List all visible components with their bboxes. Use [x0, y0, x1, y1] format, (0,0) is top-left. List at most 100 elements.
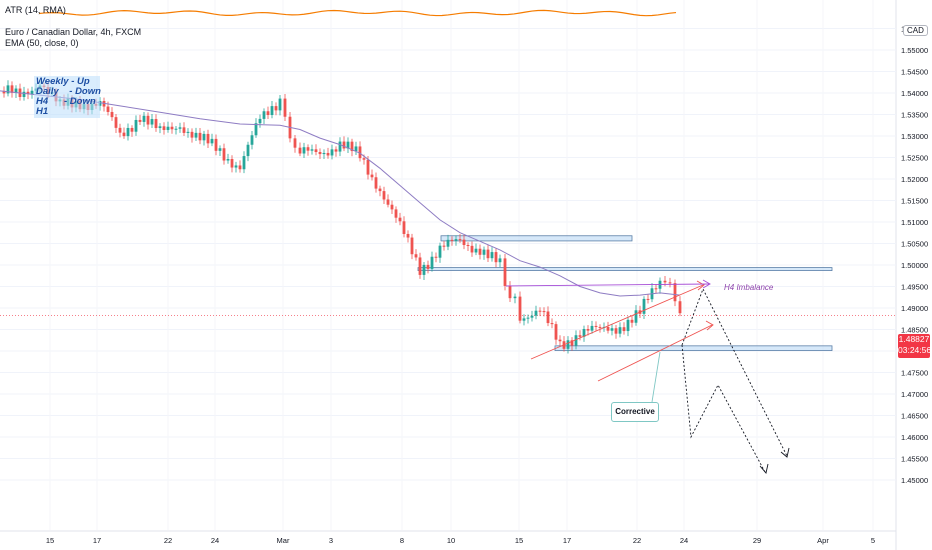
candle-body: [566, 340, 570, 349]
candle-body: [354, 146, 358, 152]
candle-body: [578, 335, 582, 337]
candle-body: [138, 119, 142, 122]
x-tick-label: 22: [633, 536, 641, 545]
x-tick-label: 17: [563, 536, 571, 545]
candle-body: [594, 325, 598, 327]
y-tick-label: 1.49500: [901, 283, 928, 292]
candle-body: [198, 132, 202, 141]
candle-body: [114, 117, 118, 128]
candle-body: [106, 106, 110, 112]
candle-body: [642, 298, 646, 314]
candle-body: [118, 127, 122, 133]
candle-body: [663, 280, 667, 283]
imbalance-arrow-line: [505, 283, 710, 287]
candle-body: [550, 323, 554, 325]
symbol-label[interactable]: Euro / Canadian Dollar, 4h, FXCM: [5, 27, 142, 37]
candle-body: [250, 135, 254, 145]
candle-body: [414, 254, 418, 258]
candle-body: [570, 340, 574, 346]
candle-body: [494, 252, 498, 263]
candle-body: [126, 127, 130, 137]
candle-body: [310, 149, 314, 151]
y-tick-label: 1.51500: [901, 197, 928, 206]
candle-body: [242, 156, 246, 170]
atr-indicator-label[interactable]: ATR (14, RMA): [5, 5, 66, 15]
currency-badge[interactable]: CAD: [903, 25, 928, 36]
y-tick-label: 1.54500: [901, 68, 928, 77]
candle-body: [238, 165, 242, 170]
candle-body: [438, 245, 442, 258]
candle-body: [154, 119, 158, 129]
candle-body: [110, 111, 114, 118]
corrective-label: Corrective: [611, 402, 659, 422]
channel-lower-line: [597, 324, 713, 382]
y-tick-label: 1.50500: [901, 240, 928, 249]
candle-body: [326, 152, 330, 156]
candle-body: [218, 148, 222, 151]
candle-body: [162, 126, 166, 130]
bias-box: [34, 76, 100, 118]
candle-body: [634, 310, 638, 323]
bias-h1: H1: [36, 106, 49, 117]
candle-body: [246, 144, 250, 157]
ema-indicator-label[interactable]: EMA (50, close, 0): [5, 38, 79, 48]
candle-body: [258, 118, 262, 124]
channel-lower-arrowhead: [705, 320, 714, 331]
candle-body: [518, 296, 522, 321]
atr-line: [39, 9, 677, 17]
candle-body: [226, 159, 230, 161]
candle-body: [654, 288, 658, 290]
candle-body: [398, 217, 402, 222]
x-tick-label: Mar: [277, 536, 290, 545]
x-tick-label: 29: [753, 536, 761, 545]
candle-body: [262, 111, 266, 119]
y-tick-label: 1.52500: [901, 154, 928, 163]
candle-body: [378, 188, 382, 192]
candle-body: [254, 123, 258, 136]
candle-body: [266, 111, 270, 116]
y-tick-label: 1.52000: [901, 175, 928, 184]
candle-body: [178, 127, 182, 129]
candle-body: [462, 239, 466, 246]
candle-body: [450, 239, 454, 241]
projection-arrowhead-b: [780, 447, 790, 458]
supply-demand-zone: [440, 235, 633, 242]
candle-body: [422, 264, 426, 275]
candle-body: [482, 249, 486, 255]
candle-body: [486, 249, 490, 259]
candle-body: [338, 141, 342, 152]
candle-body: [22, 91, 26, 97]
candle-body: [26, 91, 30, 95]
y-tick-label: 1.54000: [901, 89, 928, 98]
candle-body: [574, 335, 578, 346]
bar-countdown: 03:24:56: [898, 345, 932, 355]
candle-body: [322, 152, 326, 155]
candle-body: [526, 317, 530, 319]
y-tick-label: 1.55000: [901, 46, 928, 55]
candle-body: [630, 319, 634, 323]
candle-body: [186, 131, 190, 133]
candle-body: [618, 327, 622, 334]
x-tick-label: 8: [400, 536, 404, 545]
y-tick-label: 1.45500: [901, 455, 928, 464]
candle-body: [302, 147, 306, 154]
candle-body: [503, 258, 507, 286]
x-tick-label: 10: [447, 536, 455, 545]
y-tick-label: 1.51000: [901, 218, 928, 227]
y-tick-label: 1.45000: [901, 476, 928, 485]
candle-body: [458, 239, 462, 241]
candle-body: [626, 319, 630, 332]
candle-body: [190, 131, 194, 138]
candle-body: [234, 165, 238, 168]
candle-body: [446, 239, 450, 247]
candle-body: [283, 98, 287, 117]
candle-body: [30, 90, 34, 95]
candle-body: [673, 283, 677, 302]
corrective-pointer: [651, 351, 661, 403]
bias-h4: H4 - Down: [36, 96, 96, 107]
candle-body: [418, 257, 422, 275]
candle-body: [430, 256, 434, 269]
candle-body: [622, 327, 626, 332]
candle-body: [513, 296, 517, 299]
